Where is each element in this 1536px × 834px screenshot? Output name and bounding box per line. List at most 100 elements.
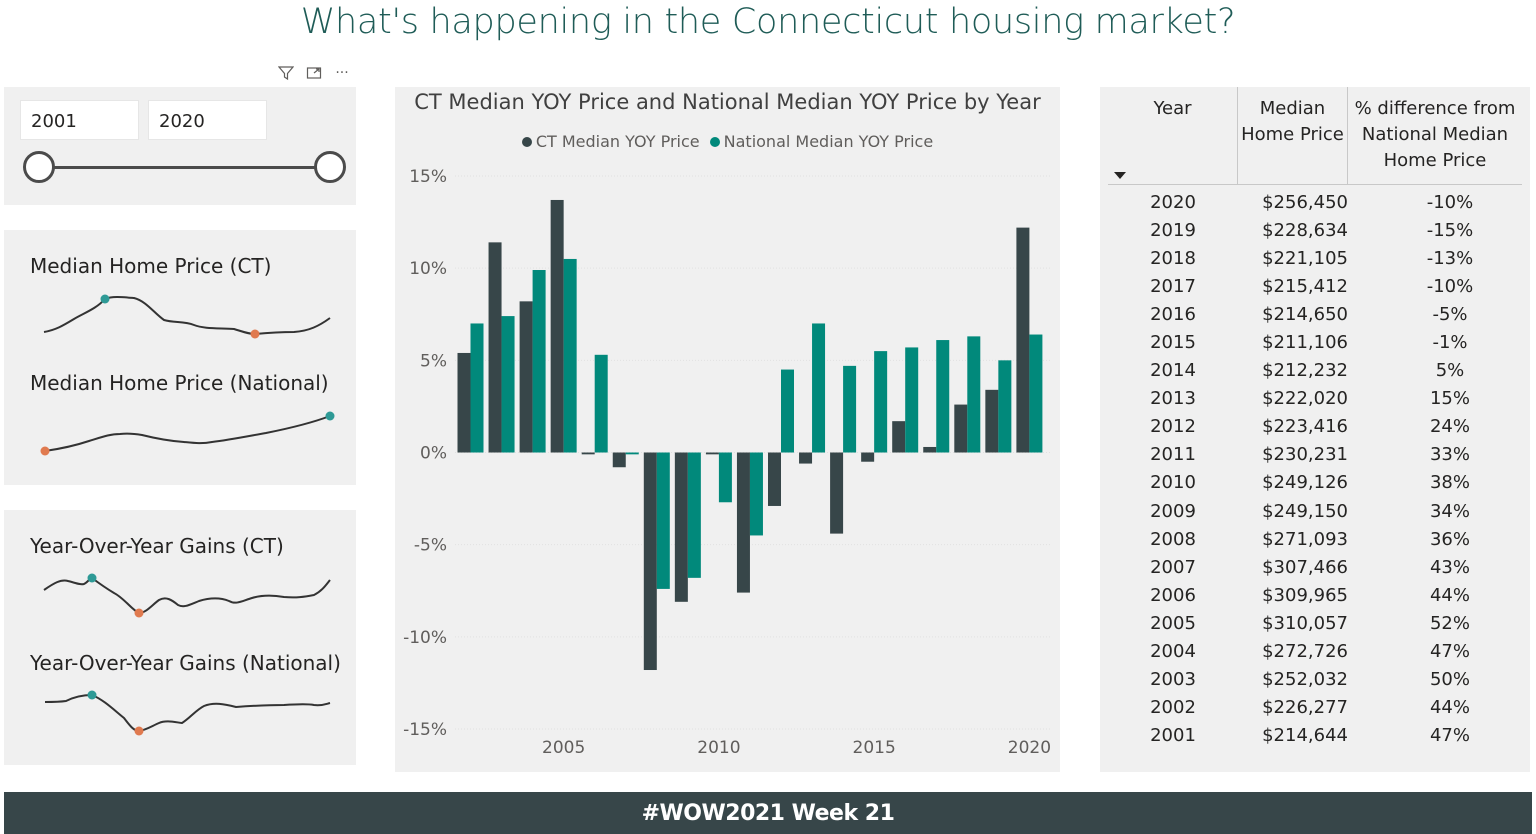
bar-ct[interactable] bbox=[985, 389, 999, 453]
bar-national[interactable] bbox=[998, 360, 1012, 453]
table-row[interactable]: 2009 $249,150 34% bbox=[1108, 497, 1522, 525]
cell-price: $249,126 bbox=[1262, 472, 1348, 494]
bar-national[interactable] bbox=[936, 340, 950, 453]
bar-ct[interactable] bbox=[799, 452, 813, 464]
cell-year: 2007 bbox=[1150, 556, 1196, 578]
table-row[interactable]: 2005 $310,057 52% bbox=[1108, 609, 1522, 637]
focus-mode-icon[interactable] bbox=[306, 65, 322, 81]
bar-ct[interactable] bbox=[830, 452, 844, 534]
cell-diff: 50% bbox=[1429, 669, 1470, 691]
bar-national[interactable] bbox=[874, 351, 888, 453]
legend-item-ct[interactable]: CT Median YOY Price bbox=[521, 132, 700, 151]
bar-national[interactable] bbox=[532, 270, 546, 453]
bar-national[interactable] bbox=[843, 365, 857, 453]
slicer-track[interactable] bbox=[38, 166, 330, 169]
median-price-sparkline-panel: Median Home Price (CT) Median Home Price… bbox=[4, 230, 356, 485]
cell-year: 2019 bbox=[1150, 219, 1196, 241]
slicer-handle-end[interactable] bbox=[314, 151, 346, 183]
bar-ct[interactable] bbox=[674, 452, 688, 602]
bar-national[interactable] bbox=[749, 452, 763, 536]
bar-national[interactable] bbox=[812, 323, 826, 453]
table-row[interactable]: 2016 $214,650 -5% bbox=[1108, 300, 1522, 328]
sparkline-label-price-national: Median Home Price (National) bbox=[30, 371, 329, 395]
bar-national[interactable] bbox=[594, 354, 608, 453]
table-row[interactable]: 2019 $228,634 -15% bbox=[1108, 216, 1522, 244]
bar-national[interactable] bbox=[501, 316, 515, 453]
sparkline-label-yoy-ct: Year-Over-Year Gains (CT) bbox=[30, 534, 284, 558]
median-price-table: Year Median Home Price % difference from… bbox=[1100, 87, 1530, 772]
filter-icon[interactable] bbox=[278, 65, 294, 81]
table-row[interactable]: 2007 $307,466 43% bbox=[1108, 553, 1522, 581]
table-row[interactable]: 2014 $212,232 5% bbox=[1108, 357, 1522, 385]
bar-ct[interactable] bbox=[550, 199, 564, 453]
table-row[interactable]: 2001 $214,644 47% bbox=[1108, 722, 1522, 750]
cell-year: 2004 bbox=[1150, 641, 1196, 663]
bar-ct[interactable] bbox=[861, 452, 875, 462]
bar-national[interactable] bbox=[470, 323, 484, 453]
bar-national[interactable] bbox=[781, 369, 794, 453]
table-row[interactable]: 2013 $222,020 15% bbox=[1108, 385, 1522, 413]
bar-ct[interactable] bbox=[768, 452, 781, 506]
slicer-from-input[interactable]: 2001 bbox=[20, 100, 139, 140]
bar-ct[interactable] bbox=[736, 452, 750, 593]
y-tick-label: 15% bbox=[409, 167, 447, 187]
table-row[interactable]: 2004 $272,726 47% bbox=[1108, 638, 1522, 666]
sparkline-high-marker bbox=[87, 690, 97, 700]
bar-ct[interactable] bbox=[581, 452, 595, 455]
legend-item-national[interactable]: National Median YOY Price bbox=[709, 132, 933, 151]
y-tick-label: -15% bbox=[403, 720, 447, 740]
bar-ct[interactable] bbox=[705, 452, 719, 455]
column-header-price[interactable]: Median Home Price bbox=[1238, 87, 1348, 184]
cell-price: $214,644 bbox=[1262, 725, 1348, 747]
cell-price: $223,416 bbox=[1262, 416, 1348, 438]
sparkline-high-marker bbox=[100, 294, 110, 304]
slicer-handle-start[interactable] bbox=[23, 151, 55, 183]
cell-diff: 43% bbox=[1429, 556, 1470, 578]
column-header-year[interactable]: Year bbox=[1108, 87, 1238, 184]
bar-ct[interactable] bbox=[643, 452, 657, 671]
bar-ct[interactable] bbox=[488, 242, 502, 453]
bar-national[interactable] bbox=[687, 452, 701, 578]
table-row[interactable]: 2003 $252,032 50% bbox=[1108, 666, 1522, 694]
bar-ct[interactable] bbox=[923, 446, 937, 453]
legend-dot-ct bbox=[521, 136, 532, 147]
x-tick-label: 2020 bbox=[1008, 738, 1051, 758]
bar-national[interactable] bbox=[905, 347, 919, 453]
sparkline-low-marker bbox=[134, 608, 144, 618]
cell-year: 2015 bbox=[1150, 332, 1196, 354]
cell-diff: 24% bbox=[1429, 416, 1470, 438]
slicer-to-input[interactable]: 2020 bbox=[148, 100, 267, 140]
bar-ct[interactable] bbox=[892, 421, 906, 453]
table-header: Year Median Home Price % difference from… bbox=[1108, 87, 1522, 185]
table-row[interactable]: 2020 $256,450 -10% bbox=[1108, 188, 1522, 216]
table-row[interactable]: 2006 $309,965 44% bbox=[1108, 581, 1522, 609]
bar-national[interactable] bbox=[656, 452, 670, 589]
table-row[interactable]: 2002 $226,277 44% bbox=[1108, 694, 1522, 722]
bar-ct[interactable] bbox=[612, 452, 626, 468]
bar-national[interactable] bbox=[967, 336, 981, 453]
table-row[interactable]: 2015 $211,106 -1% bbox=[1108, 328, 1522, 356]
bar-national[interactable] bbox=[625, 452, 639, 455]
yoy-gains-sparkline-panel: Year-Over-Year Gains (CT) Year-Over-Year… bbox=[4, 510, 356, 765]
table-row[interactable]: 2011 $230,231 33% bbox=[1108, 441, 1522, 469]
bar-national[interactable] bbox=[1029, 334, 1043, 453]
cell-diff: 15% bbox=[1429, 388, 1470, 410]
table-row[interactable]: 2008 $271,093 36% bbox=[1108, 525, 1522, 553]
bar-ct[interactable] bbox=[1016, 227, 1030, 453]
bar-national[interactable] bbox=[563, 258, 577, 453]
table-row[interactable]: 2017 $215,412 -10% bbox=[1108, 272, 1522, 300]
table-row[interactable]: 2010 $249,126 38% bbox=[1108, 469, 1522, 497]
more-options-icon[interactable]: ··· bbox=[335, 65, 349, 81]
column-header-diff[interactable]: % difference from National Median Home P… bbox=[1354, 98, 1516, 171]
bar-ct[interactable] bbox=[457, 352, 471, 453]
cell-price: $252,032 bbox=[1262, 669, 1348, 691]
table-row[interactable]: 2018 $221,105 -13% bbox=[1108, 244, 1522, 272]
bar-ct[interactable] bbox=[954, 404, 968, 453]
sparkline-price-ct bbox=[43, 294, 331, 339]
sort-descending-icon[interactable] bbox=[1114, 172, 1126, 179]
footer-banner: #WOW2021 Week 21 bbox=[4, 792, 1532, 834]
table-row[interactable]: 2012 $223,416 24% bbox=[1108, 413, 1522, 441]
bar-ct[interactable] bbox=[519, 301, 533, 453]
bar-national[interactable] bbox=[718, 452, 732, 503]
cell-price: $215,412 bbox=[1262, 275, 1348, 297]
